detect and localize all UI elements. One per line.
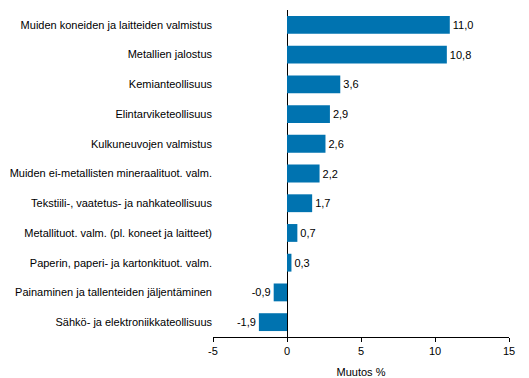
svg-text:Kemianteollisuus: Kemianteollisuus [129,78,213,90]
svg-text:Kulkuneuvojen valmistus: Kulkuneuvojen valmistus [91,138,213,150]
svg-text:2,9: 2,9 [333,108,348,120]
svg-text:Painaminen ja tallenteiden jäl: Painaminen ja tallenteiden jäljentäminen [15,286,212,298]
svg-text:Paperin, paperi- ja kartonkitu: Paperin, paperi- ja kartonkituot. valm. [30,257,212,269]
svg-text:Sähkö- ja elektroniikkateollis: Sähkö- ja elektroniikkateollisuus [55,316,212,328]
svg-text:Tekstiili-, vaatetus- ja nahka: Tekstiili-, vaatetus- ja nahkateollisuus [31,197,212,209]
svg-text:1,7: 1,7 [315,197,330,209]
svg-text:5: 5 [358,345,364,357]
svg-text:-1,9: -1,9 [237,316,256,328]
svg-text:0,7: 0,7 [300,227,315,239]
svg-text:Muiden ei-metallisten mineraal: Muiden ei-metallisten mineraalituot. val… [10,167,212,179]
svg-text:Metallituot. valm. (pl. koneet: Metallituot. valm. (pl. koneet ja laitte… [24,227,212,239]
svg-text:2,2: 2,2 [323,168,338,180]
svg-text:Elintarviketeollisuus: Elintarviketeollisuus [115,108,212,120]
svg-text:11,0: 11,0 [453,19,474,31]
svg-text:-5: -5 [208,345,218,357]
svg-text:0,3: 0,3 [294,257,309,269]
svg-text:Muiden koneiden ja laitteiden: Muiden koneiden ja laitteiden valmistus [21,19,213,31]
svg-text:Metallien jalostus: Metallien jalostus [128,48,213,60]
svg-text:10: 10 [429,345,441,357]
svg-text:2,6: 2,6 [328,138,343,150]
svg-text:0: 0 [284,345,290,357]
svg-text:3,6: 3,6 [343,78,358,90]
svg-text:10,8: 10,8 [450,49,471,61]
svg-text:15: 15 [503,345,515,357]
svg-text:Muutos %: Muutos % [337,366,386,378]
svg-text:-0,9: -0,9 [252,286,271,298]
